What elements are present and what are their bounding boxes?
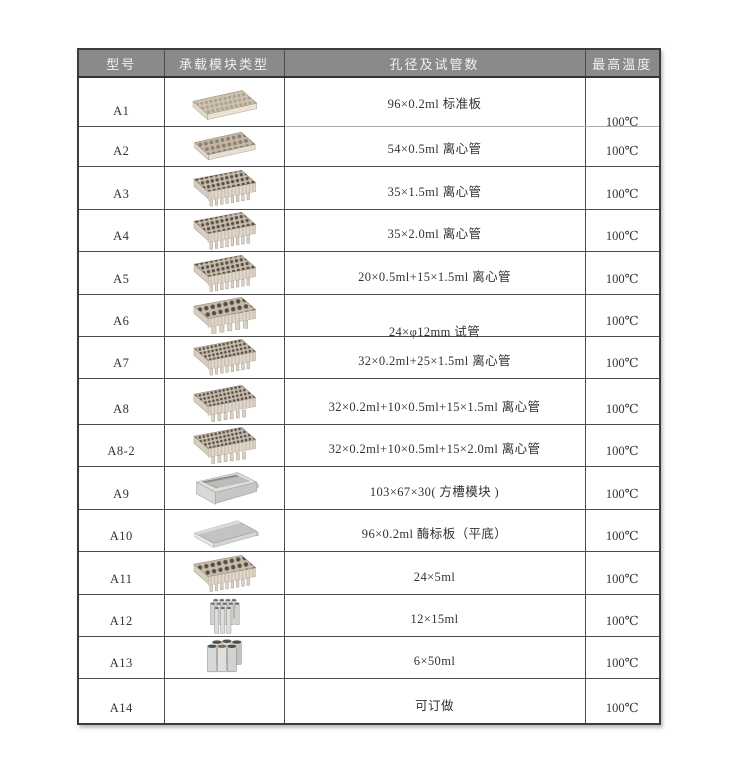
holes-cell: 6×50ml: [283, 635, 586, 679]
module-image-square-trough-icon: [195, 471, 259, 505]
module-image-96-well-plate-icon: [192, 89, 258, 120]
holes-cell: 32×0.2ml+10×0.5ml+15×1.5ml 离心管: [283, 377, 586, 425]
holes-value: 24×φ12mm 试管: [388, 324, 481, 339]
module-image-35-tube-block-icon: [193, 169, 257, 206]
model-cell: A4: [77, 208, 165, 252]
module-image-flat-plate-icon: [194, 520, 259, 548]
model-cell: A2: [77, 125, 165, 167]
temp-cell: 100℃: [584, 677, 661, 725]
table-row: A2 54×0.5ml 离心管 100℃: [77, 125, 661, 167]
temp-cell: 100℃: [584, 125, 661, 167]
table-row: A8-2 32×0.2ml+10×0.5ml+15×2.0ml 离心管 100℃: [77, 423, 661, 467]
model-cell: A14: [77, 677, 165, 725]
model-cell: A5: [77, 250, 165, 295]
table-row: A3 35×1.5ml 离心管 100℃: [77, 165, 661, 210]
module-image-24-test-tube-block-icon: [193, 296, 257, 334]
model-cell: A8: [77, 377, 165, 425]
model-cell: A9: [77, 465, 165, 510]
module-image-cell: [163, 165, 285, 210]
module-image-35-tube-tall-block-icon: [193, 211, 257, 250]
table-row: A4 35×2.0ml 离心管 100℃: [77, 208, 661, 252]
model-cell: A7: [77, 335, 165, 379]
holes-cell: 32×0.2ml+25×1.5ml 离心管: [283, 335, 586, 379]
module-image-cell: [163, 508, 285, 552]
module-image-cell: [163, 465, 285, 510]
model-cell: A3: [77, 165, 165, 210]
table-row: A9 103×67×30( 方槽模块 ) 100℃: [77, 465, 661, 510]
module-image-6x50ml-tubes-icon: [206, 638, 243, 672]
model-cell: A1: [77, 76, 165, 127]
table-row: A1 96×0.2ml 标准板 100℃: [77, 76, 661, 129]
temp-cell: 100℃: [584, 250, 661, 295]
holes-cell: 24×φ12mm 试管: [283, 293, 586, 339]
module-image-12x15ml-tubes-icon: [209, 598, 240, 633]
temp-cell: 100℃: [584, 335, 661, 379]
holes-cell: 32×0.2ml+10×0.5ml+15×2.0ml 离心管: [283, 423, 586, 467]
model-cell: A6: [77, 293, 165, 337]
temp-cell: 100℃: [584, 635, 661, 679]
temp-cell: 100℃: [584, 550, 661, 595]
module-image-cell: [163, 208, 285, 252]
table-row: A6 24×φ12mm 试管 100℃: [77, 293, 661, 339]
temp-cell: 100℃: [584, 593, 661, 637]
module-image-cell: [163, 423, 285, 467]
model-cell: A12: [77, 593, 165, 637]
temp-cell: 100℃: [584, 465, 661, 510]
model-cell: A13: [77, 635, 165, 679]
model-cell: A10: [77, 508, 165, 552]
table-row: A7 32×0.2ml+25×1.5ml 离心管 100℃: [77, 335, 661, 379]
holes-cell: 35×1.5ml 离心管: [283, 165, 586, 210]
temp-cell: 100℃: [584, 208, 661, 252]
holes-cell: 35×2.0ml 离心管: [283, 208, 586, 252]
header-module-type: 承载模块类型: [163, 48, 285, 78]
module-image-mixed-tube-block-icon: [193, 254, 257, 292]
module-spec-table: 型号 承载模块类型 孔径及试管数 最高温度 A1 96×0.2ml 标准板 10…: [77, 48, 661, 725]
table-row: A13 6×50ml 100℃: [77, 635, 661, 679]
table-row: A8 32×0.2ml+10×0.5ml+15×1.5ml 离心管 100℃: [77, 377, 661, 425]
header-model: 型号: [77, 48, 165, 78]
module-image-cell: [163, 125, 285, 167]
module-image-cell: [163, 593, 285, 637]
table-row: A11 24×5ml 100℃: [77, 550, 661, 595]
model-cell: A11: [77, 550, 165, 595]
table-row: A12 12×15ml 100℃: [77, 593, 661, 637]
temp-cell: 100℃: [584, 293, 661, 337]
temp-value: 100℃: [605, 114, 639, 129]
module-image-cell: [163, 293, 285, 337]
temp-cell: 100℃: [584, 377, 661, 425]
holes-cell: 96×0.2ml 酶标板（平底）: [283, 508, 586, 552]
holes-cell: 96×0.2ml 标准板: [283, 76, 586, 127]
table-row: A14 可订做 100℃: [77, 677, 661, 725]
table-header-row: 型号 承载模块类型 孔径及试管数 最高温度: [77, 48, 661, 78]
holes-cell: 103×67×30( 方槽模块 ): [283, 465, 586, 510]
table-row: A5 20×0.5ml+15×1.5ml 离心管 100℃: [77, 250, 661, 295]
module-image-cell: [163, 377, 285, 425]
holes-cell: 可订做: [283, 677, 586, 725]
holes-cell: 20×0.5ml+15×1.5ml 离心管: [283, 250, 586, 295]
module-image-mixed-57-tube-block-2-icon: [193, 426, 257, 464]
module-image-24x5ml-block-icon: [193, 554, 257, 592]
module-image-cell: [163, 76, 285, 127]
module-image-cell: [163, 335, 285, 379]
table-row: A10 96×0.2ml 酶标板（平底） 100℃: [77, 508, 661, 552]
temp-cell: 100℃: [584, 508, 661, 552]
model-cell: A8-2: [77, 423, 165, 467]
header-holes: 孔径及试管数: [283, 48, 586, 78]
module-image-cell: [163, 550, 285, 595]
module-image-57-tube-block-icon: [193, 338, 257, 375]
module-image-cell-empty: [163, 677, 285, 725]
module-image-54-well-plate-icon: [193, 131, 256, 160]
temp-cell: 100℃: [584, 423, 661, 467]
holes-cell: 24×5ml: [283, 550, 586, 595]
holes-cell: 12×15ml: [283, 593, 586, 637]
temp-cell: 100℃: [584, 76, 661, 129]
module-image-cell: [163, 250, 285, 295]
module-image-cell: [163, 635, 285, 679]
module-image-mixed-57-tube-block-icon: [193, 384, 257, 422]
holes-cell: 54×0.5ml 离心管: [283, 125, 586, 167]
header-max-temp: 最高温度: [584, 48, 661, 78]
temp-cell: 100℃: [584, 165, 661, 210]
